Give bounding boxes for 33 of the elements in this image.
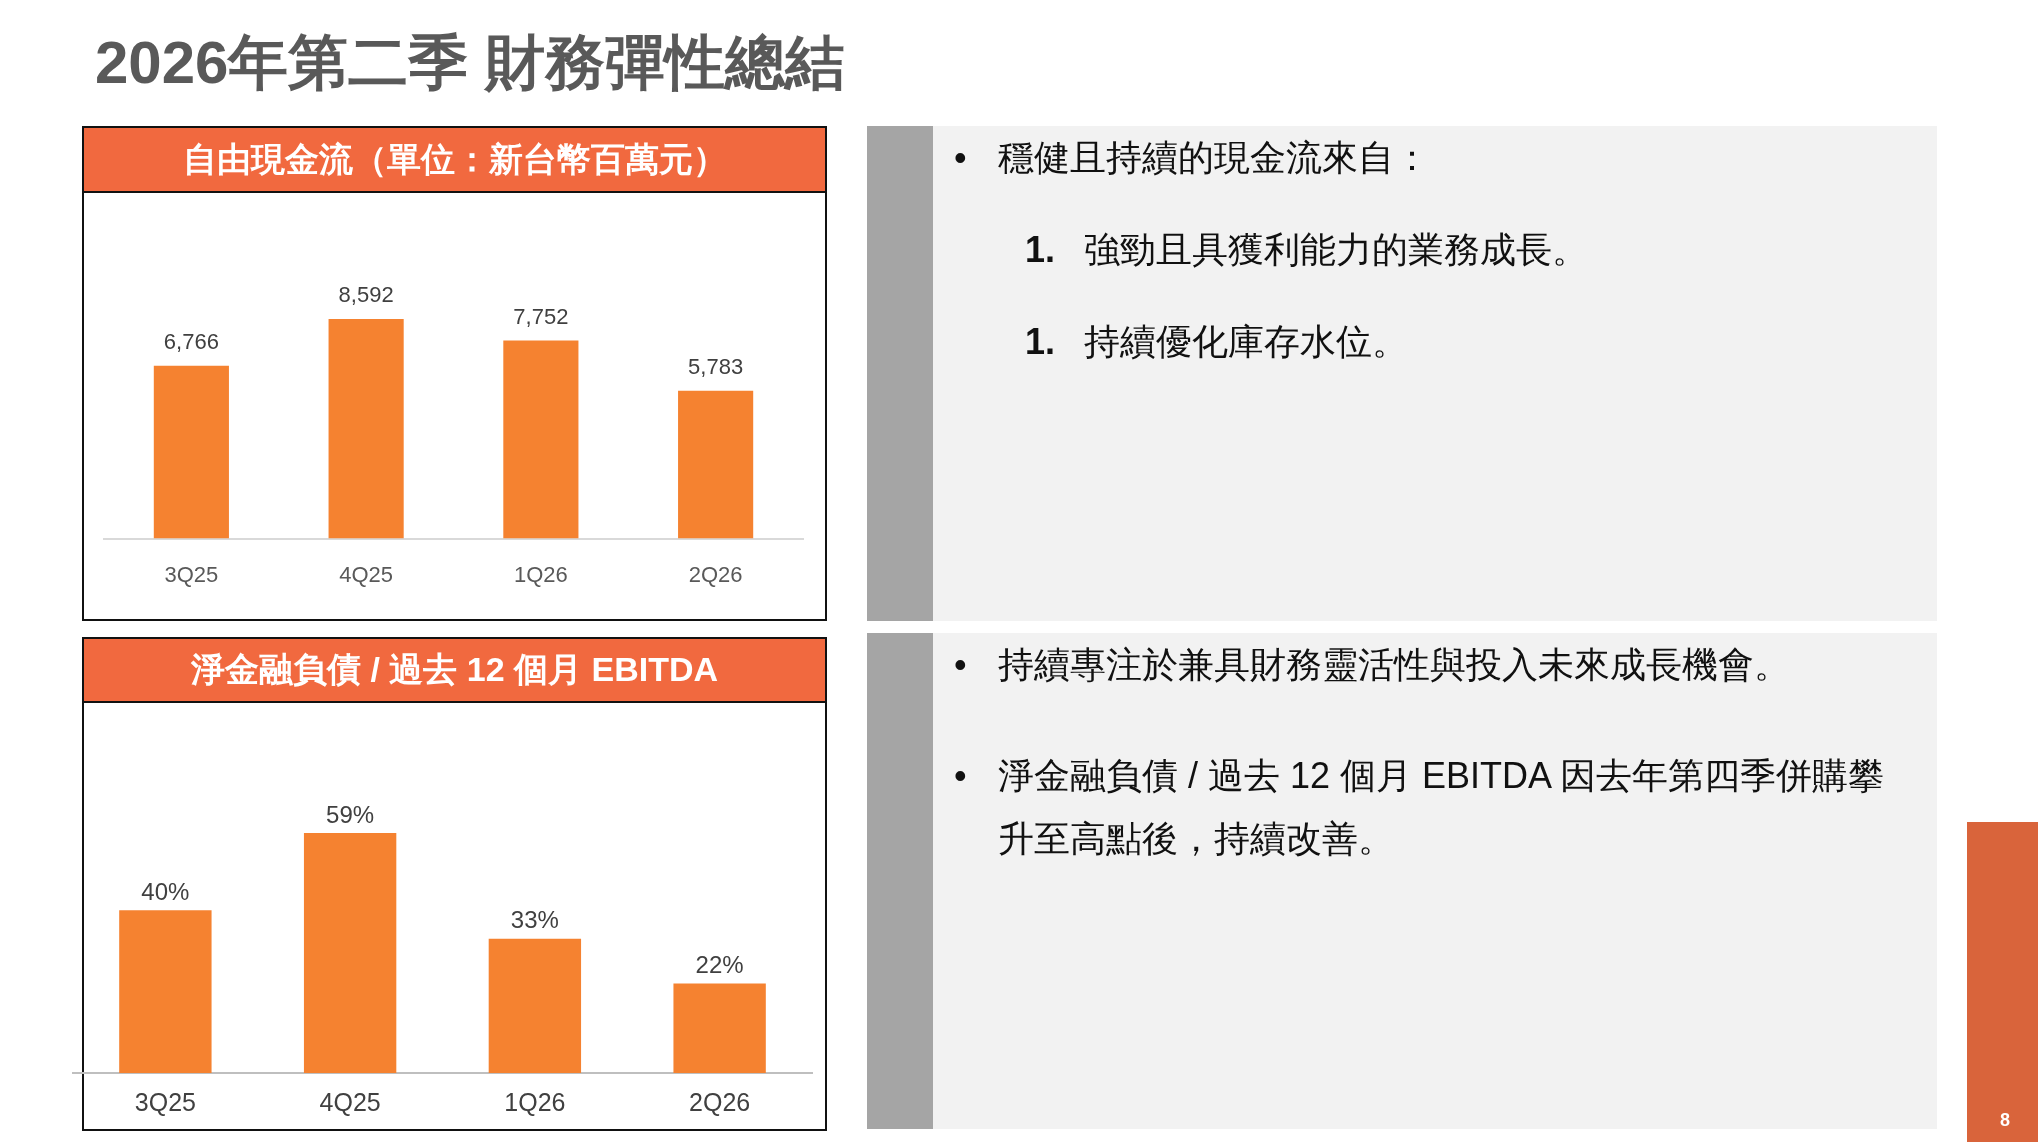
data-label: 5,783 [688, 353, 744, 379]
bar [119, 910, 212, 1073]
bar [673, 983, 766, 1073]
text: 1. 持續優化庫存水位。 [1025, 320, 1409, 364]
data-label: 40% [141, 877, 190, 905]
bar [328, 319, 404, 539]
chart-title: 自由現金流（單位：新台幣百萬元） [182, 138, 727, 180]
chart-title: 淨金融負債 / 過去 12 個月 EBITDA [190, 649, 719, 690]
x-tick-label: 4Q25 [339, 561, 394, 587]
bar [488, 938, 582, 1073]
bar [678, 390, 754, 539]
x-tick-label: 4Q25 [319, 1087, 381, 1116]
x-tick-label: 2Q26 [688, 561, 743, 587]
bar [503, 340, 579, 539]
x-tick-label: 1Q26 [504, 1087, 566, 1116]
text: • 持續專注於兼具財務靈活性與投入未來成長機會。 [954, 643, 1791, 687]
x-tick-label: 3Q25 [164, 561, 219, 587]
text: 8 [2000, 1109, 2011, 1131]
data-label: 8,592 [338, 282, 394, 308]
data-label: 6,766 [163, 328, 219, 354]
data-label: 33% [510, 906, 559, 934]
text: • 淨金融負債 / 過去 12 個月 EBITDA 因去年第四季併購攀升至高點後，持續改善。 [954, 754, 1886, 861]
text: 2026年第二季 財務彈性總結 [95, 28, 846, 98]
bar [303, 833, 397, 1073]
data-label: 22% [695, 951, 744, 979]
text: 1. 強勁且具獲利能力的業務成長。 [1025, 228, 1589, 272]
x-tick-label: 2Q26 [689, 1087, 751, 1116]
data-label: 59% [326, 800, 375, 828]
x-tick-label: 1Q26 [513, 561, 568, 587]
data-label: 7,752 [513, 303, 569, 329]
bar [153, 365, 229, 539]
x-tick-label: 3Q25 [134, 1087, 196, 1116]
text: • 穩健且持續的現金流來自： [954, 136, 1431, 180]
